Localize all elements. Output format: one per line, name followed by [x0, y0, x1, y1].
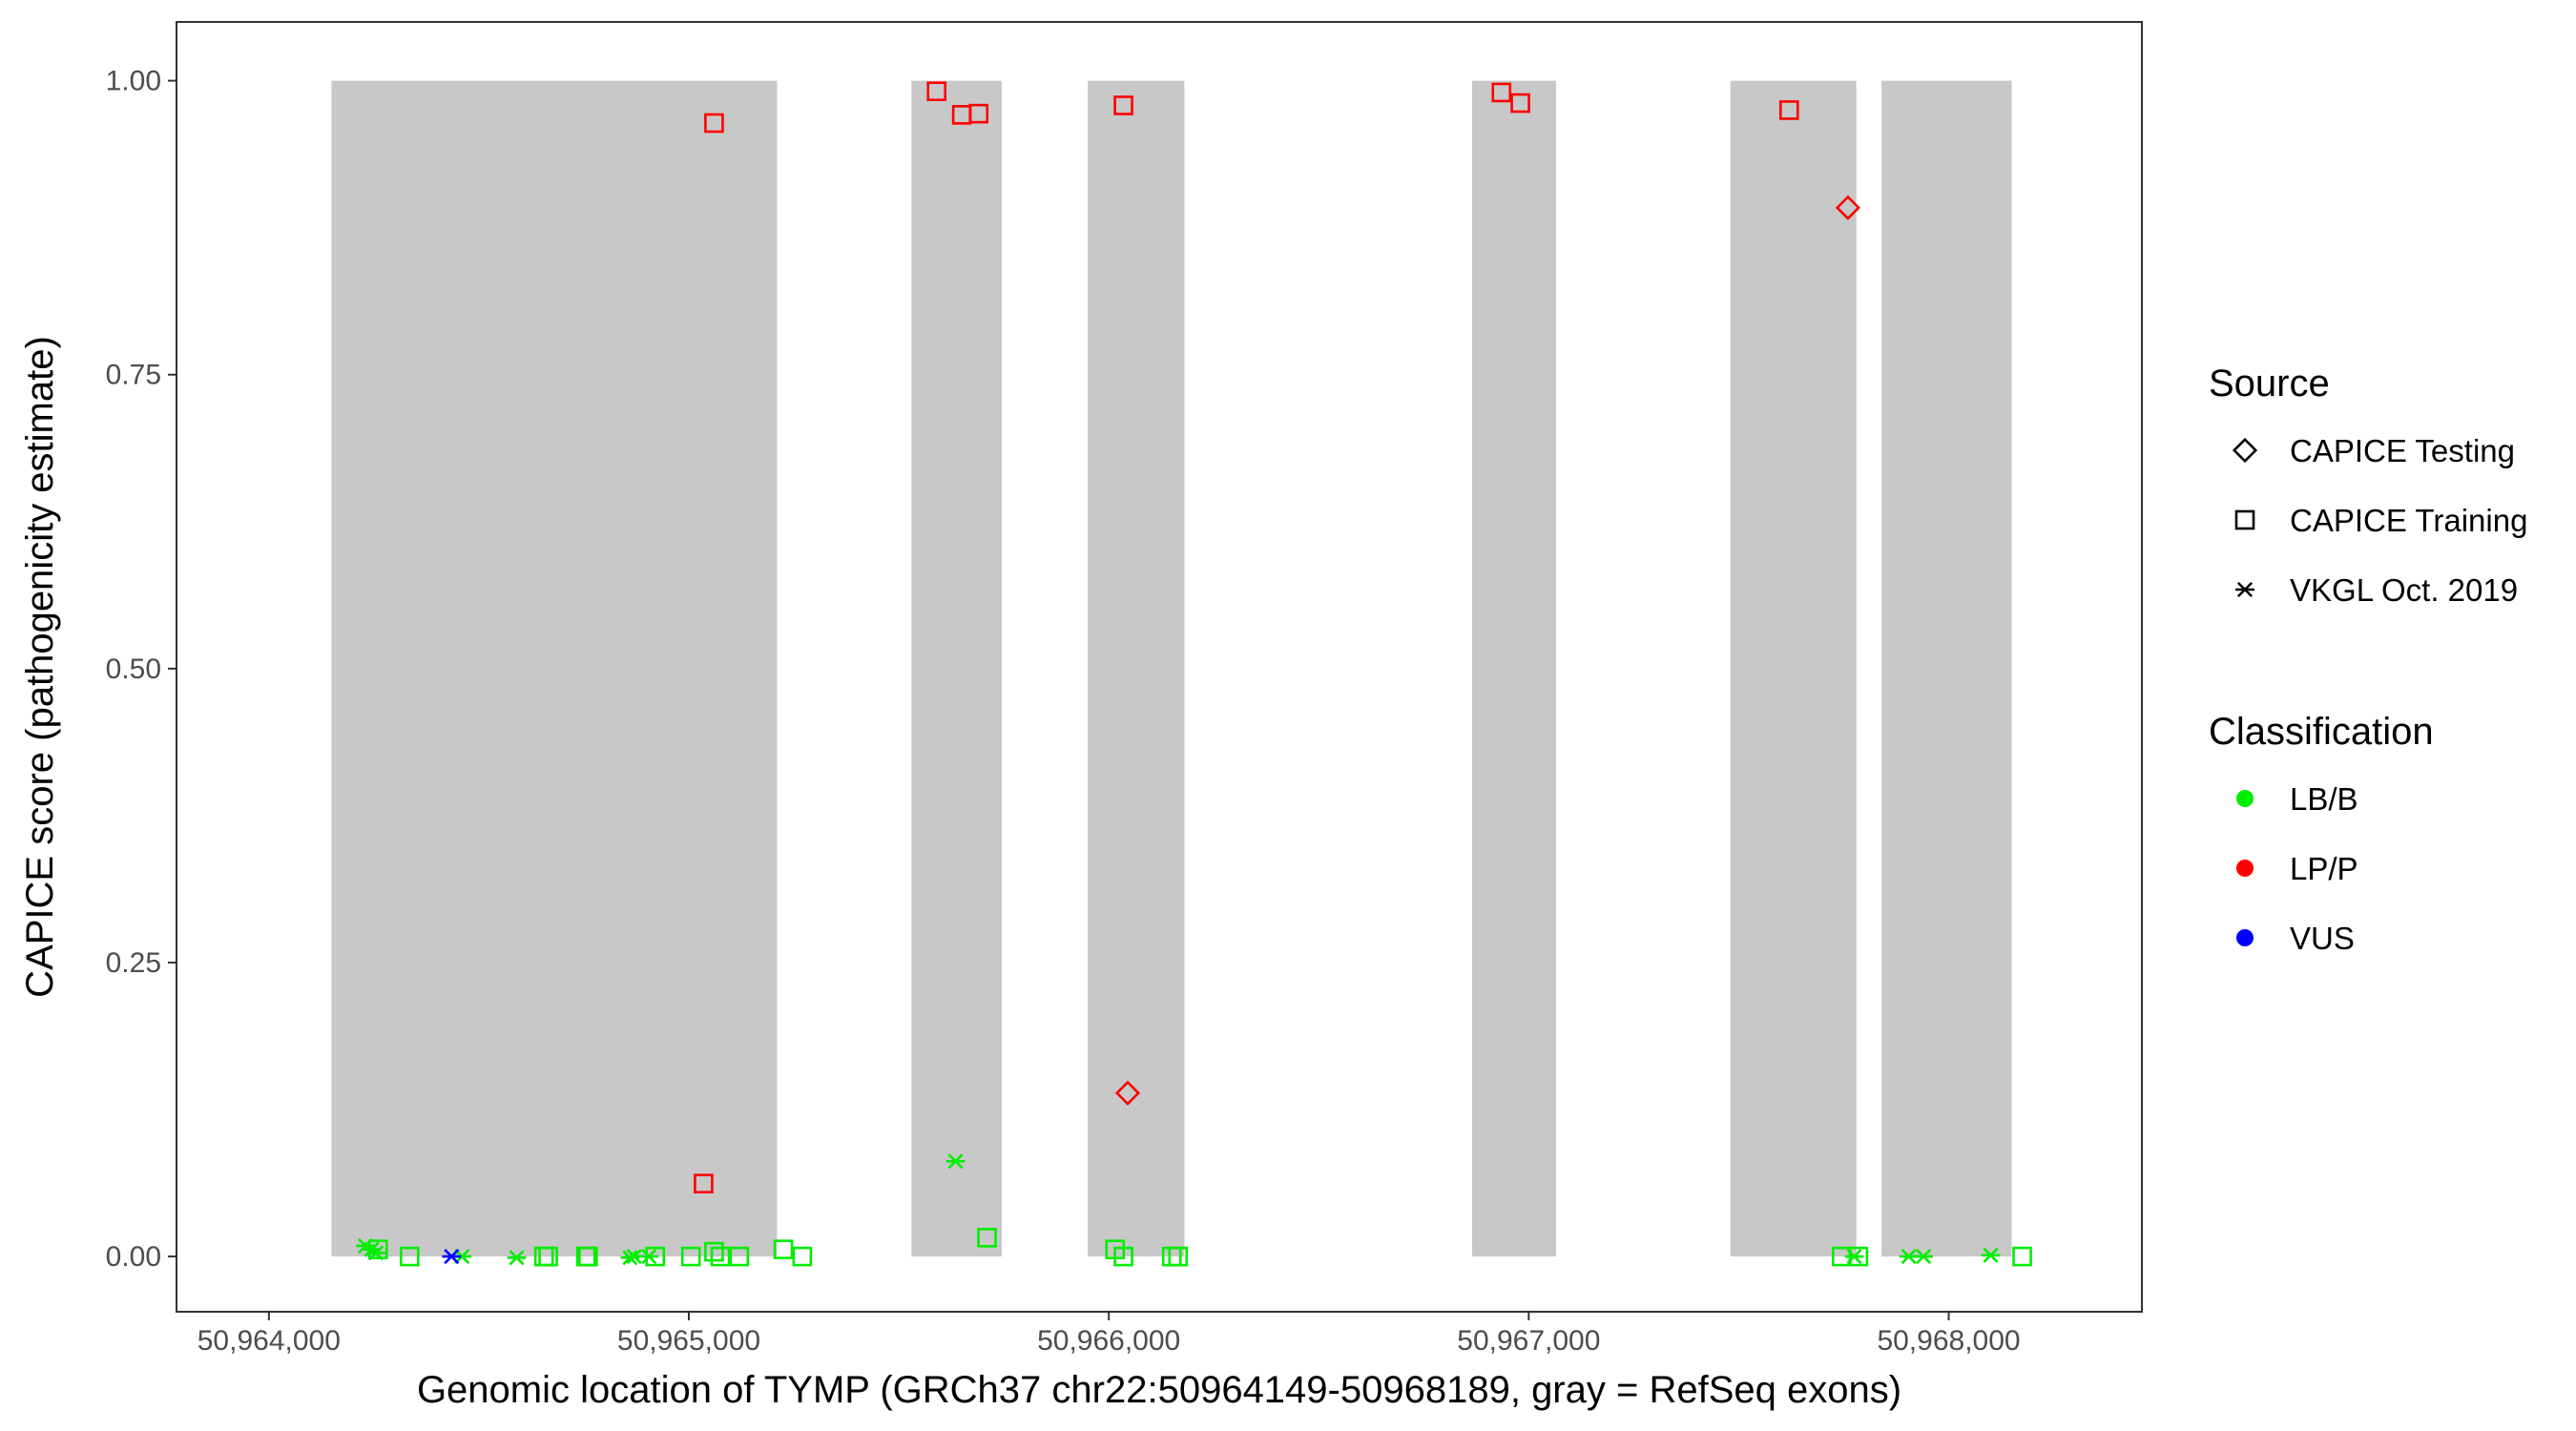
data-point-lb-b [538, 1246, 558, 1267]
data-point-lp-p [1114, 1080, 1141, 1106]
x-tick-label: 50,965,000 [617, 1325, 760, 1357]
plot-panel-border [176, 21, 2143, 1313]
legend-key-diamond [2232, 437, 2258, 464]
data-point-lb-b [773, 1239, 794, 1259]
data-point-lp-p [1510, 93, 1530, 114]
data-point-lb-b [578, 1246, 598, 1267]
x-axis: 50,964,000 50,965,000 50,966,000 50,967,000… [197, 1312, 2021, 1357]
x-tick-label: 50,967,000 [1457, 1325, 1600, 1357]
data-point-lb-b [399, 1246, 420, 1267]
data-point-lb-b [792, 1246, 813, 1267]
data-point-lb-b [710, 1246, 731, 1267]
legend-source-label: CAPICE Training [2290, 503, 2527, 538]
data-point-lp-p [926, 81, 947, 102]
data-point-lp-p [704, 113, 724, 134]
legend-classification-label: VUS [2290, 921, 2355, 956]
data-point-lb-b [945, 1153, 966, 1170]
data-point-lb-b [729, 1246, 750, 1267]
legend-key-lb-b [2236, 790, 2254, 807]
data-point-lb-b [639, 1249, 659, 1265]
y-tick-label: 1.00 [106, 66, 161, 97]
legend: Source CAPICE Testing CAPICE Training VKGL… [2209, 363, 2527, 956]
y-tick-label: 0.00 [106, 1241, 161, 1273]
legend-source-items: CAPICE Testing CAPICE Training VKGL Oct. 2… [2232, 433, 2527, 608]
exon-region [1088, 80, 1185, 1257]
x-tick-label: 50,966,000 [1037, 1325, 1180, 1357]
data-point-lb-b [1168, 1246, 1189, 1267]
data-point-lp-p [968, 103, 989, 124]
y-axis-title: CAPICE score (pathogenicity estimate) [19, 336, 61, 998]
data-point-lb-b [2012, 1246, 2032, 1267]
data-point-vus [442, 1249, 462, 1265]
legend-key-asterisk [2235, 581, 2254, 598]
data-point-lb-b [704, 1241, 724, 1262]
exon-region [1730, 80, 1857, 1257]
y-tick-label: 0.75 [106, 360, 161, 391]
legend-classification-label: LP/P [2290, 851, 2358, 886]
data-point-lb-b [507, 1250, 527, 1266]
y-tick-label: 0.25 [106, 947, 161, 979]
data-point-lb-b [977, 1228, 997, 1248]
data-point-lb-b [645, 1246, 666, 1267]
legend-key-lp-p [2236, 860, 2254, 877]
y-tick-label: 0.50 [106, 653, 161, 685]
exon-region [1881, 80, 2012, 1257]
legend-classification-title: Classification [2209, 711, 2434, 753]
y-axis: 0.00 0.25 0.50 0.75 1.00 [106, 66, 177, 1273]
legend-source-label: CAPICE Testing [2290, 433, 2515, 468]
data-point-lp-p [1113, 95, 1133, 115]
data-point-lb-b [367, 1239, 388, 1259]
legend-key-vus [2236, 929, 2254, 946]
data-point-lb-b [1113, 1246, 1133, 1267]
exon-regions [331, 80, 2012, 1257]
data-point-lp-p [694, 1173, 714, 1193]
data-point-lp-p [1835, 195, 1860, 220]
exon-region [911, 80, 1002, 1257]
x-axis-title: Genomic location of TYMP (GRCh37 chr22:5… [417, 1369, 1901, 1411]
data-points [356, 81, 2032, 1267]
exon-region [331, 80, 778, 1257]
x-tick-label: 50,968,000 [1877, 1325, 2020, 1357]
legend-source-label: VKGL Oct. 2019 [2290, 572, 2518, 608]
data-point-lb-b [1914, 1249, 1934, 1265]
data-point-lb-b [680, 1246, 701, 1267]
legend-source-title: Source [2209, 363, 2330, 404]
x-tick-label: 50,964,000 [197, 1325, 341, 1357]
data-point-lb-b [1981, 1247, 2001, 1263]
data-point-lp-p [1491, 82, 1512, 103]
exon-region [1471, 80, 1556, 1257]
legend-classification-label: LB/B [2290, 781, 2358, 817]
data-point-lp-p [1778, 100, 1799, 120]
legend-classification-items: LB/B LP/P VUS [2236, 781, 2358, 956]
data-point-lb-b [1848, 1246, 1869, 1267]
legend-key-square [2234, 509, 2255, 530]
